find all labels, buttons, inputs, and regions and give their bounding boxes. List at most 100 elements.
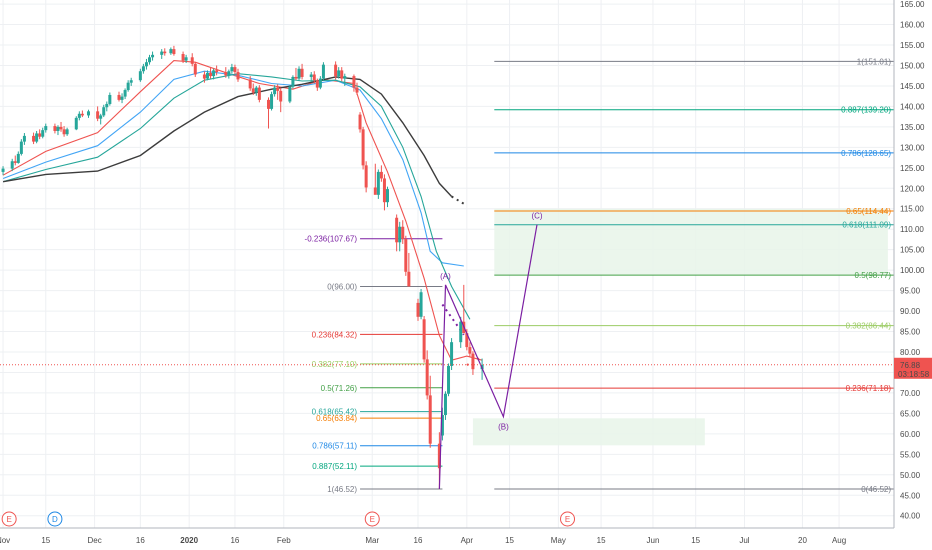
candle: [382, 174, 386, 211]
candle-body: [224, 72, 228, 76]
fib-level-label: 1(46.52): [327, 485, 357, 494]
candle-body: [233, 67, 237, 73]
candle-body: [13, 161, 17, 163]
candle-body: [459, 321, 463, 343]
candle-body: [99, 115, 103, 119]
y-tick-label: 120.00: [900, 184, 925, 193]
candle: [440, 407, 444, 441]
elliott-wave-path: [438, 224, 538, 490]
target-zone: [494, 208, 888, 276]
candle: [53, 123, 57, 134]
candle-body: [276, 87, 280, 91]
fib-level-label: 0.786(128.65): [841, 149, 891, 158]
candle: [59, 121, 63, 132]
bar-countdown: 03:18:58: [898, 370, 930, 379]
y-tick-label: 50.00: [900, 471, 921, 480]
candle-body: [270, 94, 274, 109]
candle: [123, 88, 127, 100]
y-tick-label: 70.00: [900, 389, 921, 398]
candle-body: [361, 129, 365, 166]
fib-level-label: 1(151.01): [857, 57, 892, 66]
x-tick-label: Mar: [365, 536, 379, 545]
candle-body: [343, 76, 347, 79]
fib-level-label: 0.236(84.32): [312, 330, 358, 339]
candle: [44, 123, 48, 133]
candle: [56, 125, 60, 136]
candle: [340, 67, 344, 82]
x-tick-label: Jul: [739, 536, 749, 545]
candle: [212, 68, 216, 80]
y-tick-label: 45.00: [900, 491, 921, 500]
candle: [129, 77, 133, 86]
candle-body: [123, 90, 127, 97]
candle: [428, 375, 432, 448]
candle: [447, 363, 451, 397]
candle: [361, 126, 365, 170]
candle: [416, 298, 420, 321]
candle: [10, 158, 14, 172]
candle: [184, 54, 188, 64]
candle-body: [102, 107, 106, 116]
candle-body: [355, 87, 359, 93]
candle: [315, 78, 319, 91]
last-price-tag: [894, 357, 932, 379]
candle-body: [44, 126, 48, 131]
x-tick-label: Nov: [0, 536, 10, 545]
moving-average-line: [2, 70, 464, 267]
candle: [254, 85, 258, 96]
candle-body: [364, 165, 368, 188]
candle-body: [53, 126, 57, 131]
fib-level-label: 0.887(52.11): [312, 462, 357, 471]
candle: [32, 132, 36, 145]
candle: [202, 71, 206, 83]
candle-body: [315, 80, 319, 88]
candle: [151, 51, 155, 61]
fib-level-label: -0.236(107.67): [305, 235, 358, 244]
candle: [376, 169, 380, 199]
candle: [422, 315, 426, 363]
candle-body: [382, 178, 386, 203]
fib-level-label: 0.887(139.20): [841, 106, 891, 115]
candle: [279, 87, 283, 113]
candle-body: [230, 67, 234, 72]
y-tick-label: 85.00: [900, 328, 921, 337]
candle-body: [373, 187, 377, 195]
x-tick-label: 15: [41, 536, 50, 545]
candle: [141, 63, 145, 74]
fib-level-label: 0(96.00): [327, 283, 357, 292]
candle: [169, 47, 173, 55]
x-tick-label: Aug: [832, 536, 846, 545]
candle-body: [437, 443, 441, 469]
candle-body: [401, 226, 405, 240]
candle: [236, 68, 240, 82]
candle: [108, 92, 112, 106]
moving-average-line: [2, 76, 453, 197]
candle-body: [471, 353, 475, 370]
candle-body: [151, 54, 155, 58]
candle-body: [117, 94, 121, 100]
candle-body: [62, 129, 66, 135]
candle-body: [193, 63, 197, 75]
candle: [312, 71, 316, 84]
candle: [19, 139, 23, 156]
candle-body: [340, 70, 344, 79]
candle-body: [422, 319, 426, 360]
candle: [276, 84, 280, 100]
candle: [74, 116, 78, 131]
candle-body: [56, 126, 60, 131]
candle: [193, 62, 197, 77]
y-tick-label: 95.00: [900, 287, 921, 296]
candle: [102, 104, 106, 118]
x-tick-label: 15: [691, 536, 700, 545]
candle-body: [428, 395, 432, 444]
y-tick-label: 65.00: [900, 409, 921, 418]
candle-body: [190, 57, 194, 64]
candle: [309, 72, 313, 82]
candle-body: [251, 88, 255, 93]
candle: [343, 73, 347, 86]
candle-body: [41, 130, 45, 137]
candle-body: [450, 342, 454, 366]
candle: [337, 67, 341, 79]
candle-body: [184, 57, 188, 61]
